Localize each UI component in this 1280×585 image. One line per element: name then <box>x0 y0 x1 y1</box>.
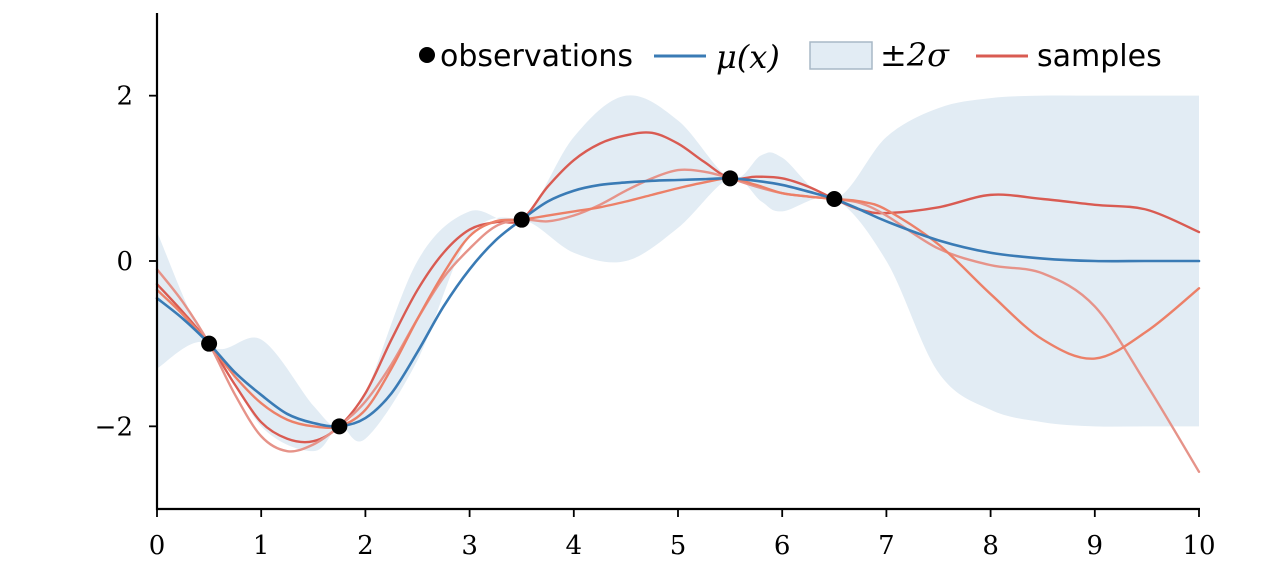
x-tick-label: 2 <box>357 531 374 561</box>
observations-layer <box>201 170 843 435</box>
y-tick-label: 2 <box>116 82 133 112</box>
observation-point <box>201 335 218 352</box>
sample-line-1 <box>155 131 1201 444</box>
legend-band-swatch <box>809 41 873 70</box>
x-tick-label: 8 <box>982 531 999 561</box>
axes-layer: 0 1 2 3 4 5 6 7 8 9 10 2 0 −2 <box>95 13 1216 561</box>
x-tick-label: 3 <box>461 531 478 561</box>
x-tick-label: 6 <box>774 531 791 561</box>
legend-observations-label: observations <box>440 39 633 74</box>
series-layer <box>155 131 1201 473</box>
x-tick-label: 9 <box>1087 531 1104 561</box>
legend-band-label: ±2σ <box>880 36 950 74</box>
y-tick-label: 0 <box>116 247 133 277</box>
x-tick-label: 10 <box>1182 531 1215 561</box>
legend: observations μ(x) ±2σ samples <box>419 36 1162 76</box>
legend-samples-label: samples <box>1037 39 1162 74</box>
x-tick-label: 5 <box>670 531 687 561</box>
y-tick-label: −2 <box>95 412 133 442</box>
observation-point <box>722 170 739 187</box>
observation-point <box>513 211 530 228</box>
sample-line-3 <box>155 177 1201 430</box>
x-tick-label: 4 <box>566 531 583 561</box>
x-tick-label: 1 <box>253 531 270 561</box>
observation-point <box>826 191 843 207</box>
confidence-band-layer <box>157 95 1199 452</box>
sample-line-2 <box>155 168 1201 473</box>
observation-point <box>331 418 348 435</box>
x-tick-label: 0 <box>149 531 166 561</box>
legend-mean-label: μ(x) <box>716 38 780 76</box>
mean-line <box>155 176 1201 428</box>
x-tick-label: 7 <box>878 531 895 561</box>
legend-observations-marker <box>419 47 435 63</box>
confidence-band <box>157 95 1199 452</box>
